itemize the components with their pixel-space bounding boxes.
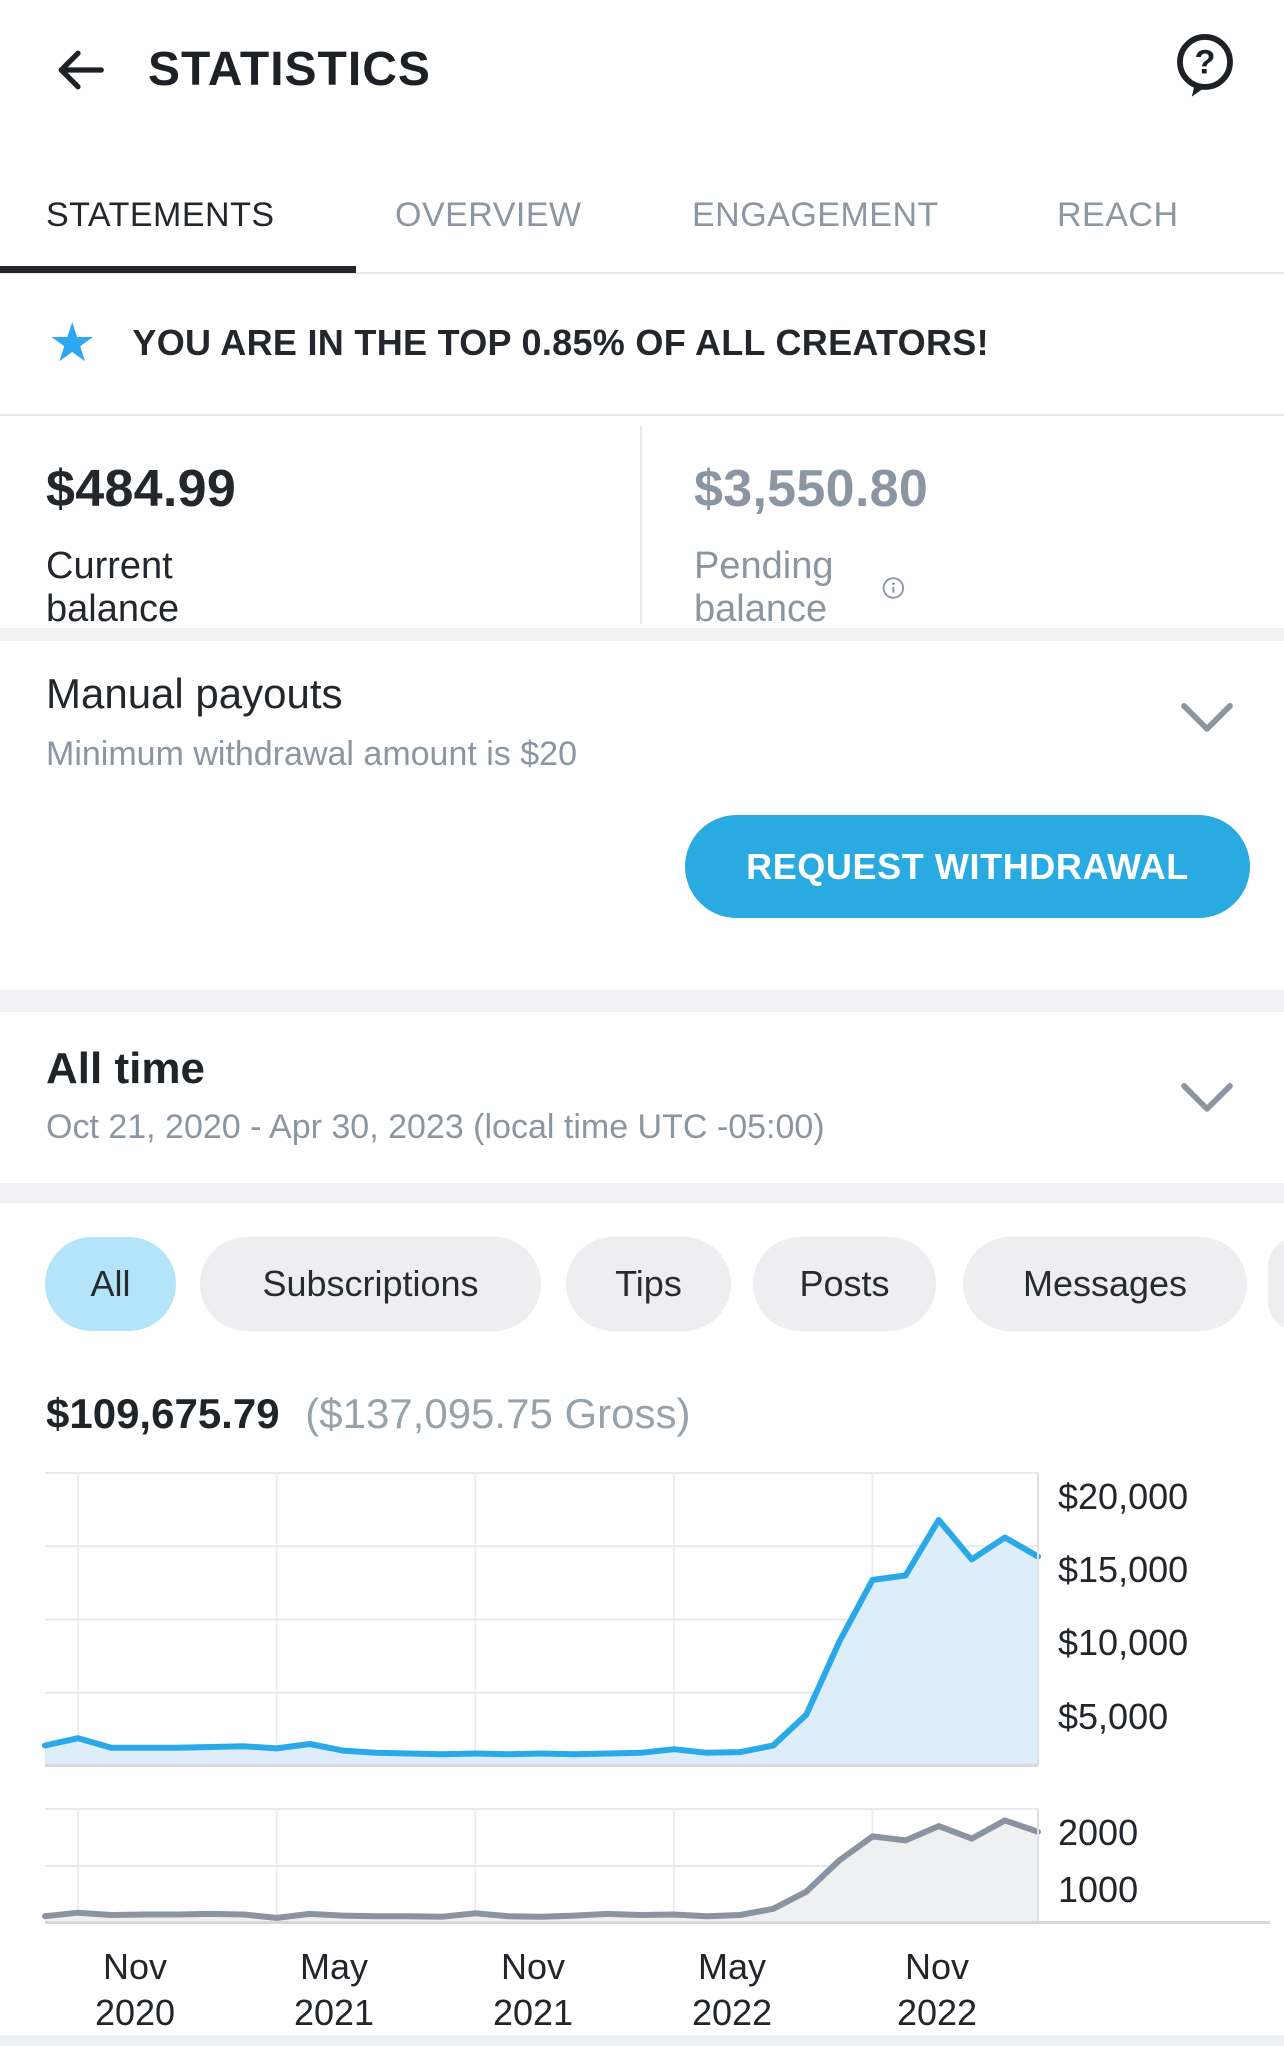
help-button[interactable]: ? <box>1172 30 1238 100</box>
request-withdrawal-button[interactable]: REQUEST WITHDRAWAL <box>685 815 1250 918</box>
x-tick-may-2022: May 2022 <box>691 1946 773 2033</box>
gross-earnings: ($137,095.75 Gross) <box>305 1390 691 1437</box>
help-icon: ? <box>1177 34 1233 97</box>
request-withdrawal-label: REQUEST WITHDRAWAL <box>746 845 1189 887</box>
chevron-down-icon <box>1181 703 1233 732</box>
payouts-title: Manual payouts <box>46 670 343 717</box>
x-tick-nov-2021: Nov 2021 <box>492 1946 574 2033</box>
filter-chip-all[interactable]: All <box>45 1237 176 1331</box>
earnings-area-chart <box>42 1472 1041 1766</box>
y-tick-20000: $20,000 <box>1058 1476 1189 1517</box>
section-divider <box>0 1183 1284 1203</box>
back-arrow-icon <box>58 50 104 90</box>
back-button[interactable] <box>50 40 110 100</box>
filter-chip-tips[interactable]: Tips <box>566 1237 731 1331</box>
payouts-subtitle: Minimum withdrawal amount is $20 <box>46 735 577 773</box>
top-creator-text: YOU ARE IN THE TOP 0.85% OF ALL CREATORS… <box>132 322 989 363</box>
period-range: Oct 21, 2020 - Apr 30, 2023 (local time … <box>46 1108 825 1146</box>
balance-divider <box>640 426 642 624</box>
tab-engagement[interactable]: ENGAGEMENT <box>692 196 939 234</box>
pending-balance-amount: $3,550.80 <box>694 460 929 518</box>
filter-chip-posts[interactable]: Posts <box>753 1237 936 1331</box>
period-title: All time <box>46 1044 205 1093</box>
earnings-summary: $109,675.79 ($137,095.75 Gross) <box>46 1390 690 1438</box>
current-balance-amount: $484.99 <box>46 460 237 518</box>
net-earnings: $109,675.79 <box>46 1390 280 1437</box>
period-expand-button[interactable] <box>1178 1080 1236 1116</box>
current-balance-label: Current balance <box>46 545 180 630</box>
payouts-expand-button[interactable] <box>1178 700 1236 736</box>
y-tick-10000: $10,000 <box>1058 1622 1189 1663</box>
y-tick-15000: $15,000 <box>1058 1549 1189 1590</box>
top-creator-banner: ★ YOU ARE IN THE TOP 0.85% OF ALL CREATO… <box>0 272 1284 416</box>
pending-balance-label: Pending balance <box>694 545 905 631</box>
x-tick-may-2021: May 2021 <box>293 1946 375 2033</box>
tab-statements[interactable]: STATEMENTS <box>46 196 275 234</box>
section-divider <box>0 628 1284 641</box>
y-tick-5000: $5,000 <box>1058 1696 1169 1737</box>
count-area-chart <box>42 1808 1041 1923</box>
tab-reach[interactable]: REACH <box>1057 196 1179 234</box>
tab-bar: STATEMENTS OVERVIEW ENGAGEMENT REACH <box>0 170 1284 274</box>
svg-text:?: ? <box>1195 44 1216 82</box>
active-tab-underline <box>0 266 356 273</box>
filter-chip-partial[interactable] <box>1268 1237 1284 1331</box>
filter-chip-messages[interactable]: Messages <box>963 1237 1247 1331</box>
info-icon[interactable] <box>881 566 906 610</box>
x-tick-nov-2020: Nov 2020 <box>94 1946 176 2033</box>
y-tick-2000: 2000 <box>1058 1812 1139 1853</box>
star-icon: ★ <box>48 313 97 373</box>
chevron-down-icon <box>1181 1083 1233 1112</box>
bottom-divider <box>0 2035 1284 2046</box>
tab-overview[interactable]: OVERVIEW <box>395 196 582 234</box>
page-title: STATISTICS <box>148 43 431 96</box>
y-tick-1000: 1000 <box>1058 1869 1139 1910</box>
filter-chip-subscriptions[interactable]: Subscriptions <box>200 1237 541 1331</box>
earnings-chart-axis <box>45 1764 1038 1767</box>
count-chart-axis <box>45 1921 1270 1924</box>
section-divider <box>0 990 1284 1012</box>
x-tick-nov-2022: Nov 2022 <box>896 1946 978 2033</box>
